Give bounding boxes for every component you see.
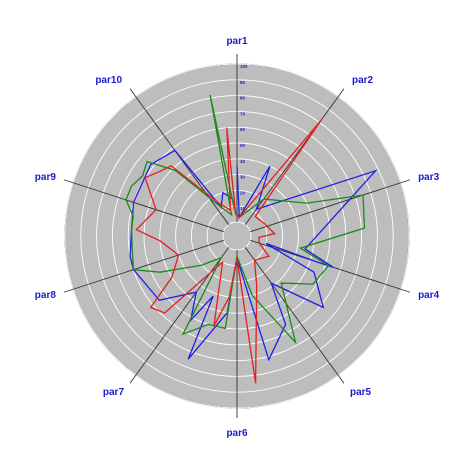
- tick-label: 10: [240, 206, 246, 211]
- tick-label: 20: [240, 190, 246, 195]
- axis-spoke-par7: [129, 247, 230, 384]
- tick-label: 70: [240, 111, 246, 116]
- axis-spoke-par3: [250, 179, 411, 233]
- tick-label: 60: [240, 127, 246, 132]
- tick-label: 40: [240, 159, 246, 164]
- tick-label: 90: [240, 80, 246, 85]
- axis-label-par4: par4: [418, 290, 440, 301]
- axis-label-par10: par10: [95, 75, 122, 86]
- axis-label-par6: par6: [226, 428, 248, 439]
- axis-spoke-par2: [244, 88, 345, 225]
- series-lines: [125, 94, 378, 384]
- axis-spokes: [63, 54, 411, 418]
- axis-label-par8: par8: [35, 290, 57, 301]
- axis-spoke-par5: [244, 247, 345, 384]
- tick-label: 50: [240, 143, 246, 148]
- axis-spoke-par9: [63, 179, 224, 233]
- series-red-line: [135, 119, 322, 384]
- tick-label: 30: [240, 175, 246, 180]
- tick-labels: 10 20 30 40 50 60 70 80 90 100: [240, 64, 248, 211]
- axis-labels: par1 par2 par3 par4 par5 par6 par7 par8 par9 par1…: [35, 36, 440, 439]
- tick-label: 100: [240, 64, 248, 69]
- series-green-line: [125, 94, 366, 345]
- axis-label-par5: par5: [350, 387, 372, 398]
- axis-label-par2: par2: [352, 75, 374, 86]
- tick-label: 80: [240, 96, 246, 101]
- axis-label-par1: par1: [226, 36, 248, 47]
- axis-spoke-par8: [63, 239, 224, 293]
- axis-label-par9: par9: [35, 172, 57, 183]
- axis-label-par7: par7: [103, 387, 125, 398]
- axis-label-par3: par3: [418, 172, 440, 183]
